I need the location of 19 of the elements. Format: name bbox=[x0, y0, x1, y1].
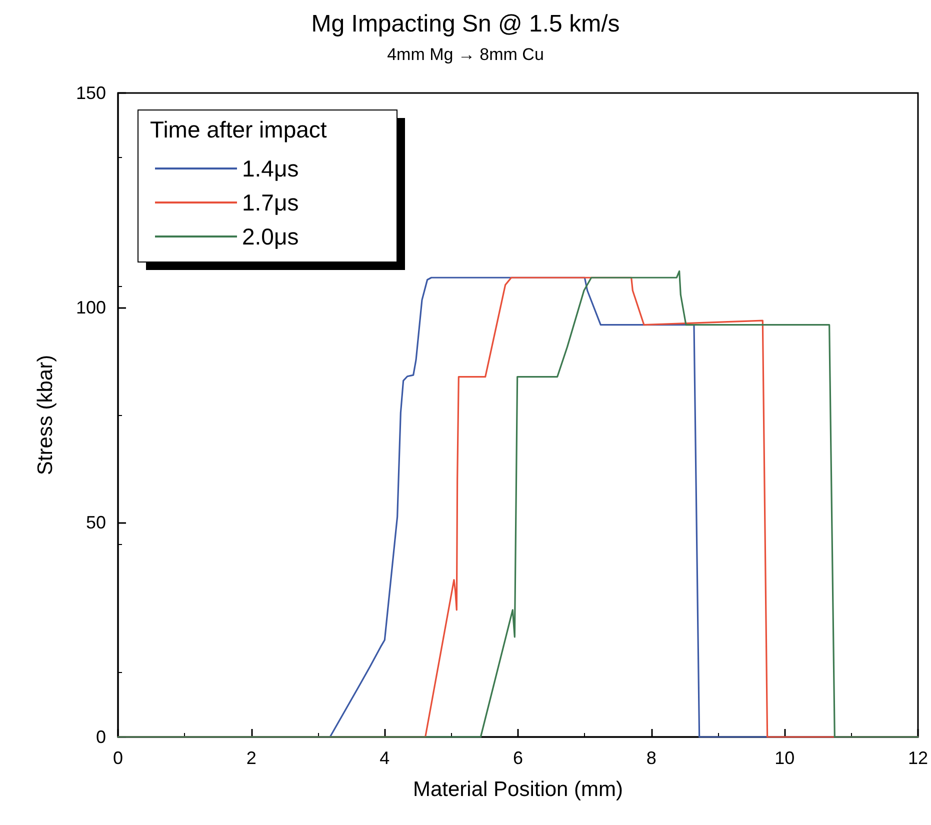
chart-subtitle: 4mm Mg → 8mm Cu bbox=[387, 45, 544, 64]
y-tick-label: 50 bbox=[86, 512, 106, 532]
legend-label: 1.4μs bbox=[242, 156, 299, 182]
x-tick-label: 2 bbox=[246, 748, 256, 768]
x-tick-label: 4 bbox=[380, 748, 390, 768]
x-tick-label: 6 bbox=[512, 748, 523, 768]
x-tick-label: 12 bbox=[908, 748, 928, 768]
y-axis-title: Stress (kbar) bbox=[34, 354, 57, 476]
x-tick-label: 0 bbox=[112, 748, 124, 768]
legend-label: 1.7μs bbox=[242, 190, 299, 216]
x-tick-label: 10 bbox=[774, 748, 795, 768]
chart-title: Mg Impacting Sn @ 1.5 km/s bbox=[311, 10, 620, 38]
x-tick-label: 8 bbox=[646, 748, 656, 768]
legend-title: Time after impact bbox=[150, 116, 328, 142]
y-tick-label: 0 bbox=[96, 727, 106, 747]
y-tick-label: 150 bbox=[76, 83, 106, 103]
x-axis-title: Material Position (mm) bbox=[412, 778, 624, 801]
y-tick-label: 100 bbox=[76, 298, 106, 318]
legend-label: 2.0μs bbox=[242, 224, 299, 250]
